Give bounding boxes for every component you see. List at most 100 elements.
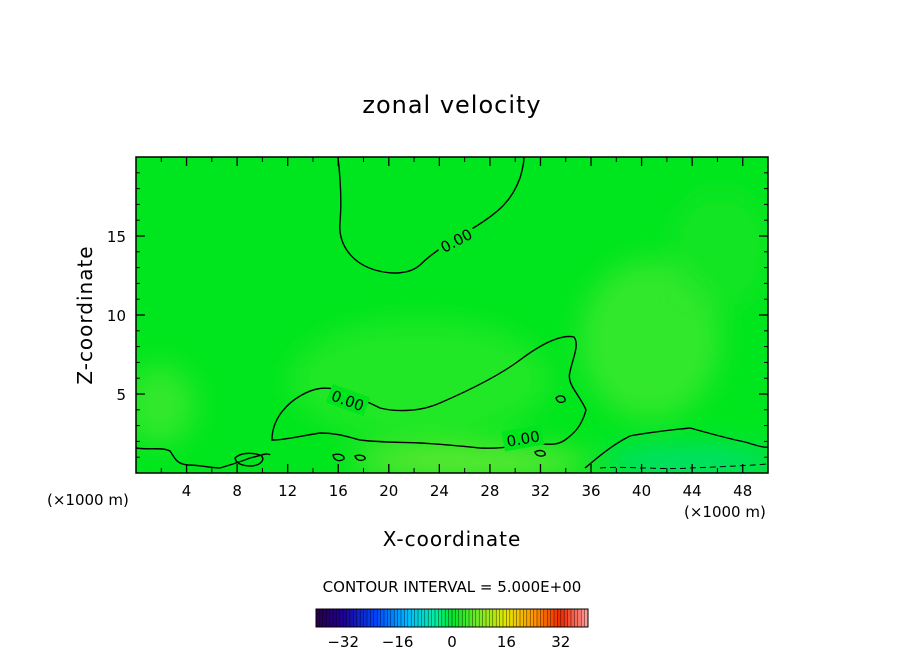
x-tick-label: 4: [182, 482, 192, 500]
colorbar-swatch: [353, 609, 358, 627]
colorbar-swatch: [509, 609, 514, 627]
x-axis: 4 8 12 16 20 24 28 32 36 40 44 48: [160, 157, 752, 500]
contour-blob: [555, 395, 566, 404]
colorbar-swatch: [380, 609, 385, 627]
colorbar-swatch: [475, 609, 480, 627]
x-tick-label: 40: [632, 482, 651, 500]
x-tick-label: 48: [733, 482, 752, 500]
x-tick-label: 20: [379, 482, 398, 500]
colorbar-swatch: [513, 609, 517, 627]
field-patch-positive: [350, 448, 590, 473]
colorbar-swatch: [499, 609, 504, 627]
colorbar-swatch: [316, 609, 320, 627]
x-unit-left: (×1000 m): [47, 491, 129, 509]
colorbar-swatch: [492, 609, 497, 627]
colorbar-swatch: [384, 609, 388, 627]
colorbar-swatch: [452, 609, 456, 627]
colorbar-swatch: [503, 609, 507, 627]
plot-area: 0.00 0.00 0.00: [136, 157, 768, 473]
colorbar-swatch: [574, 609, 579, 627]
colorbar-tick-label: −16: [382, 633, 414, 651]
x-unit-right: (×1000 m): [684, 503, 766, 521]
colorbar-swatch: [557, 609, 562, 627]
colorbar-swatch: [577, 609, 582, 627]
contour-blob: [354, 454, 366, 462]
colorbar-tick-label: 16: [497, 633, 516, 651]
colorbar-swatch: [486, 609, 490, 627]
colorbar-swatch: [333, 609, 337, 627]
contour-label-background: [325, 383, 371, 417]
colorbar-swatch: [472, 609, 477, 627]
colorbar-swatch: [326, 609, 330, 627]
contour-blob: [332, 453, 345, 462]
colorbar-swatch: [370, 609, 375, 627]
contour-label: 0.00: [505, 427, 541, 451]
contours: [136, 157, 768, 470]
colorbar-swatch: [363, 609, 368, 627]
colorbar-swatch: [581, 609, 585, 627]
colorbar-swatch: [373, 609, 378, 627]
colorbar-swatch: [571, 609, 575, 627]
field-patch-positive: [580, 260, 720, 420]
field-patch-negative: [670, 190, 768, 310]
colorbar-swatch: [445, 609, 449, 627]
contour-line-surface-right: [584, 427, 768, 469]
colorbar-swatch: [350, 609, 354, 627]
colorbar-swatch: [441, 609, 446, 627]
x-axis-label: X-coordinate: [383, 527, 522, 551]
colorbar: −32 −16 0 16 32: [315, 608, 589, 651]
contour-blob: [534, 449, 546, 457]
colorbar-swatch: [356, 609, 361, 627]
colorbar-swatch: [421, 609, 426, 627]
colorbar-swatch: [424, 609, 429, 627]
x-tick-label: 28: [480, 482, 499, 500]
contour-label-background: [433, 221, 479, 259]
colorbar-swatch: [526, 609, 531, 627]
colorbar-swatch: [489, 609, 494, 627]
colorbar-frame: [315, 608, 589, 628]
colorbar-swatch: [404, 609, 409, 627]
y-axis: 5 10 15: [107, 172, 768, 458]
colorbar-swatch: [397, 609, 402, 627]
colorbar-swatch: [407, 609, 412, 627]
colorbar-swatch: [564, 609, 568, 627]
colorbar-swatch: [496, 609, 500, 627]
colorbar-swatch: [394, 609, 398, 627]
x-tick-label: 32: [531, 482, 550, 500]
colorbar-swatch: [411, 609, 415, 627]
colorbar-swatch: [469, 609, 473, 627]
colorbar-swatch: [458, 609, 463, 627]
colorbar-swatch: [543, 609, 548, 627]
colorbar-swatch: [448, 609, 453, 627]
colorbar-swatch: [506, 609, 511, 627]
colorbar-swatch: [520, 609, 524, 627]
colorbar-tick-label: 32: [551, 633, 570, 651]
colorbar-swatch: [329, 609, 334, 627]
x-tick-label: 44: [683, 482, 702, 500]
y-tick-label: 15: [107, 228, 126, 246]
colorbar-swatch: [322, 609, 327, 627]
colorbar-swatch: [343, 609, 347, 627]
contour-blob: [234, 452, 264, 467]
colorbar-swatch: [401, 609, 405, 627]
colorbar-swatch: [567, 609, 572, 627]
y-tick-label: 10: [107, 307, 126, 325]
colorbar-swatch: [390, 609, 395, 627]
colorbar-swatch: [377, 609, 381, 627]
colorbar-swatch: [537, 609, 541, 627]
colorbar-swatch: [431, 609, 436, 627]
contour-labels: 0.00 0.00 0.00: [325, 221, 545, 452]
x-tick-label: 24: [430, 482, 449, 500]
contour-interval-text: CONTOUR INTERVAL = 5.000E+00: [323, 578, 582, 596]
contour-line-upper: [337, 157, 525, 274]
colorbar-swatch: [414, 609, 419, 627]
field-patch-positive: [136, 365, 195, 445]
colorbar-swatch: [560, 609, 565, 627]
x-tick-label: 8: [232, 482, 242, 500]
y-axis-label: Z-coordinate: [73, 245, 97, 384]
colorbar-swatch: [435, 609, 439, 627]
colorbar-swatch: [482, 609, 487, 627]
colorbar-swatch: [533, 609, 538, 627]
colorbar-swatch: [346, 609, 351, 627]
